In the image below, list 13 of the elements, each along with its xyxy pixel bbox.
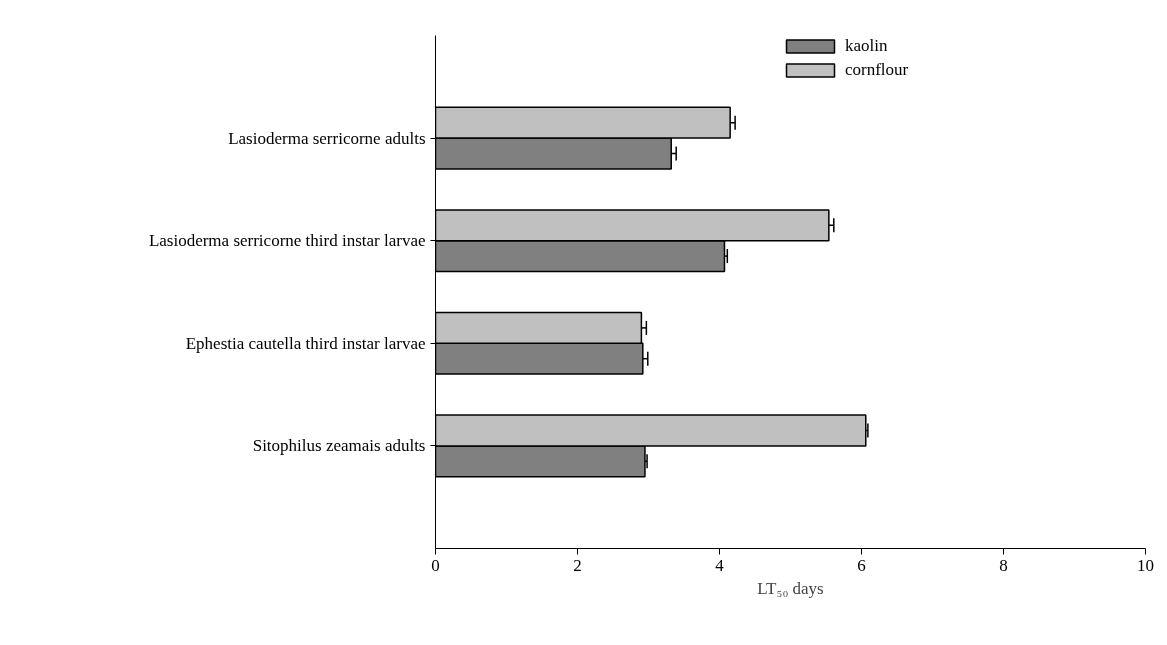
- y-tick-label: Lasioderma serricorne adults: [228, 128, 426, 148]
- legend-label: kaolin: [845, 36, 888, 56]
- y-tick-label: Sitophilus zeamais adults: [252, 436, 426, 456]
- y-tick-label: Ephestia cautella third instar larvae: [185, 333, 426, 353]
- legend-label: cornflour: [845, 60, 909, 80]
- x-tick-label: 2: [573, 555, 582, 575]
- x-tick-label: 0: [431, 555, 440, 575]
- x-tick-label: 4: [715, 555, 725, 575]
- x-tick-label: 6: [857, 555, 866, 575]
- x-tick-label: 8: [999, 555, 1008, 575]
- x-axis-title: LT₅₀ days: [757, 578, 824, 598]
- x-tick-label: 10: [1137, 555, 1154, 575]
- y-tick-label: Lasioderma serricorne third instar larvae: [148, 231, 426, 251]
